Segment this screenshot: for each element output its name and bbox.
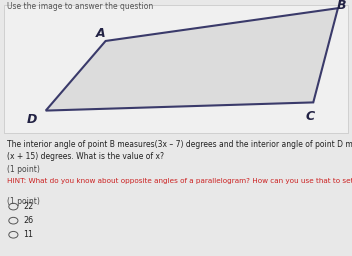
Text: 22: 22 — [23, 202, 33, 211]
Text: Use the image to answer the question: Use the image to answer the question — [7, 2, 153, 11]
Text: The interior angle of point B measures(3x – 7) degrees and the interior angle of: The interior angle of point B measures(3… — [7, 140, 352, 148]
Text: C: C — [305, 110, 314, 123]
Text: 26: 26 — [23, 216, 33, 225]
Text: (x + 15) degrees. What is the value of x?: (x + 15) degrees. What is the value of x… — [7, 152, 164, 161]
FancyBboxPatch shape — [4, 5, 348, 133]
Text: D: D — [26, 113, 37, 125]
Text: A: A — [95, 27, 105, 40]
Polygon shape — [46, 8, 338, 111]
Text: (1 point): (1 point) — [7, 165, 40, 174]
Text: 11: 11 — [23, 230, 33, 239]
Text: (1 point): (1 point) — [7, 197, 40, 206]
Text: B: B — [337, 0, 346, 12]
Text: HINT: What do you know about opposite angles of a parallelogram? How can you use: HINT: What do you know about opposite an… — [7, 178, 352, 184]
